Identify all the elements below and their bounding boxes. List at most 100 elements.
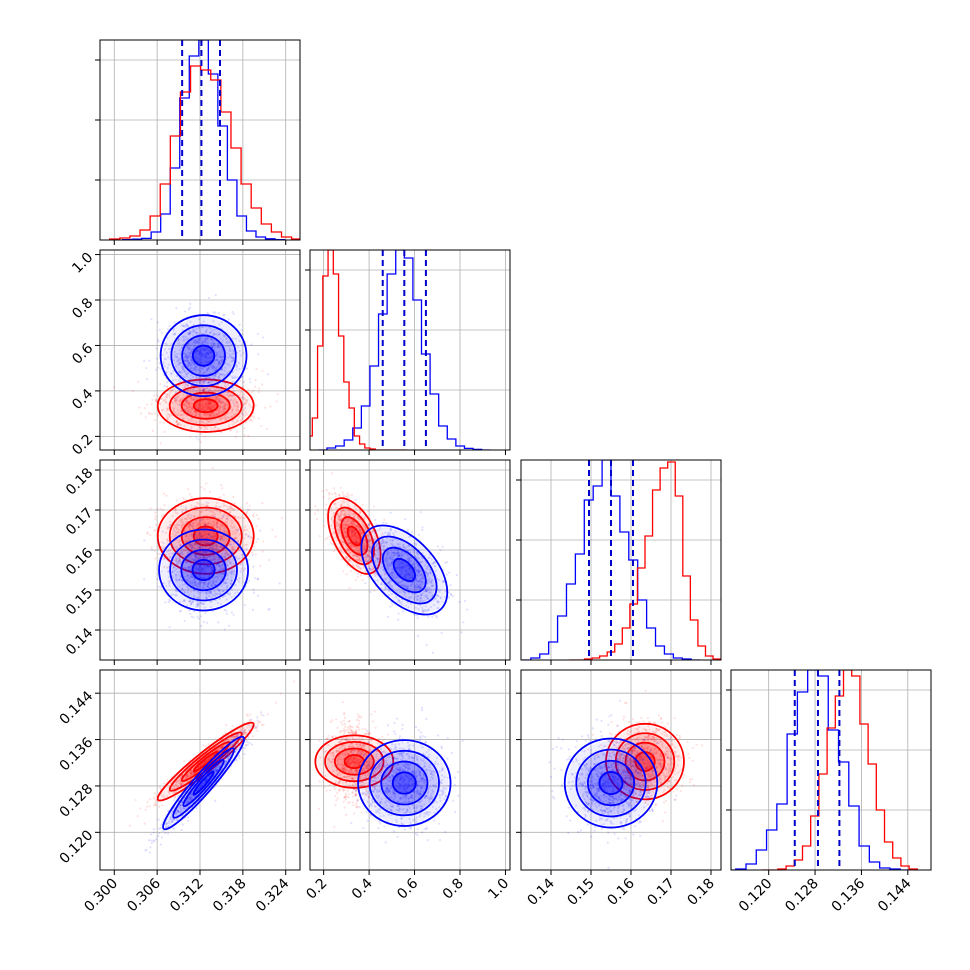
scatter-point [196,360,200,363]
scatter-point [220,535,223,538]
scatter-point [226,507,230,511]
scatter-point [232,312,235,315]
scatter-point [213,555,216,558]
scatter-point [196,349,200,352]
scatter-point [211,412,214,415]
scatter-point [163,365,166,368]
scatter-point [198,562,201,566]
scatter-point [156,538,160,542]
scatter-point [209,553,213,556]
scatter-point [280,516,283,519]
scatter-point [215,390,218,393]
scatter-point [209,426,213,430]
scatter-point [154,399,157,402]
scatter-point [206,360,209,363]
scatter-point [216,394,220,398]
scatter-point [224,415,227,418]
scatter-point [170,372,173,375]
scatter-point [210,356,213,359]
scatter-point [184,353,188,356]
scatter-point [187,361,190,364]
scatter-point [206,547,209,550]
scatter-point [180,413,183,416]
scatter-point [218,398,221,401]
scatter-point [217,362,220,365]
scatter-point [202,388,205,391]
scatter-point [222,375,226,378]
scatter-point [218,350,221,353]
scatter-point [202,503,205,506]
scatter-point [233,547,236,550]
scatter-point [164,370,168,373]
scatter-point [223,628,226,631]
scatter-point [201,516,204,519]
scatter-point [216,412,219,416]
scatter-point [209,523,213,527]
scatter-point [213,395,217,399]
scatter-point [220,523,223,526]
scatter-point [168,524,172,527]
scatter-point [177,360,180,363]
scatter-point [226,538,229,541]
scatter-point [173,332,177,335]
scatter-point [225,551,228,554]
scatter-point [189,564,193,567]
scatter-point [232,495,235,499]
scatter-point [202,535,205,538]
scatter-point [220,538,223,541]
scatter-point [194,368,197,372]
scatter-point [200,577,203,580]
scatter-point [222,502,225,505]
scatter-point [421,528,424,532]
scatter-point [231,375,234,378]
scatter-point [224,553,227,556]
scatter-point [202,540,206,544]
scatter-point [216,397,219,400]
scatter-point [174,378,178,382]
scatter-point [175,398,178,401]
scatter-point [192,589,195,592]
scatter-point [337,494,340,497]
scatter-point [206,537,209,540]
scatter-point [198,381,201,384]
scatter-point [164,398,167,401]
scatter-point [180,529,183,533]
scatter-point [223,404,226,407]
scatter-point [164,400,168,403]
scatter-point [401,610,405,613]
scatter-point [187,351,191,355]
scatter-point [261,369,264,372]
scatter-point [421,526,424,529]
scatter-point [201,341,204,344]
scatter-point [193,344,196,347]
scatter-point [191,579,194,582]
scatter-point [187,409,190,412]
scatter-point [203,488,206,491]
scatter-point [196,552,199,555]
scatter-point [214,575,218,578]
scatter-point [201,358,204,361]
scatter-point [211,338,214,341]
scatter-point [191,417,194,420]
scatter-point [178,578,181,581]
scatter-point [165,409,168,412]
scatter-point [216,562,219,565]
scatter-point [190,575,193,578]
scatter-point [211,366,214,369]
scatter-point [385,522,388,525]
scatter-point [266,373,269,376]
scatter-point [197,411,200,415]
scatter-point [163,557,166,560]
scatter-point [169,392,172,395]
scatter-point [202,380,205,384]
scatter-point [183,568,186,571]
scatter-point [239,391,242,395]
scatter-point [224,582,227,585]
scatter-point [218,527,222,531]
scatter-point [167,566,170,569]
scatter-point [211,569,215,572]
scatter-panel-2-1 [310,460,510,660]
scatter-point [191,525,195,528]
scatter-point [213,389,216,392]
scatter-point [168,324,171,327]
